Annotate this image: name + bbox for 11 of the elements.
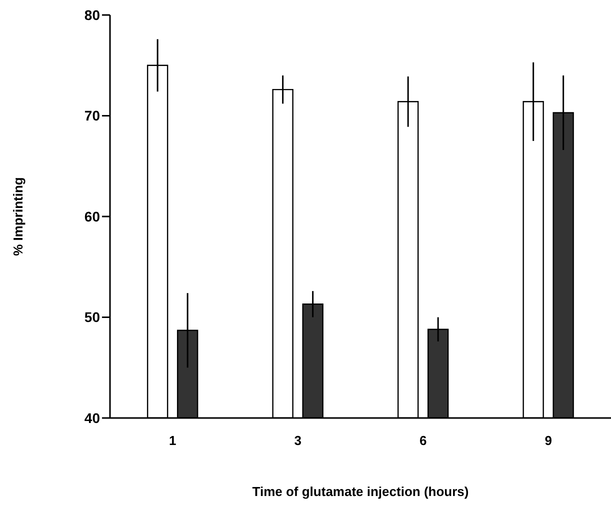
x-tick-label: 3 [294, 433, 302, 448]
y-tick-label: 60 [84, 208, 100, 224]
y-tick-label: 50 [84, 309, 100, 326]
x-tick-label: 1 [169, 433, 176, 448]
x-axis-title: Time of glutamate injection (hours) [252, 484, 469, 499]
y-axis-title: % Imprinting [10, 177, 26, 256]
y-tick-label: 80 [84, 6, 100, 23]
y-tick-label: 70 [84, 108, 100, 124]
y-tick-label: 40 [84, 410, 100, 426]
x-tick-label: 6 [420, 433, 427, 448]
x-tick-label: 9 [544, 433, 552, 448]
